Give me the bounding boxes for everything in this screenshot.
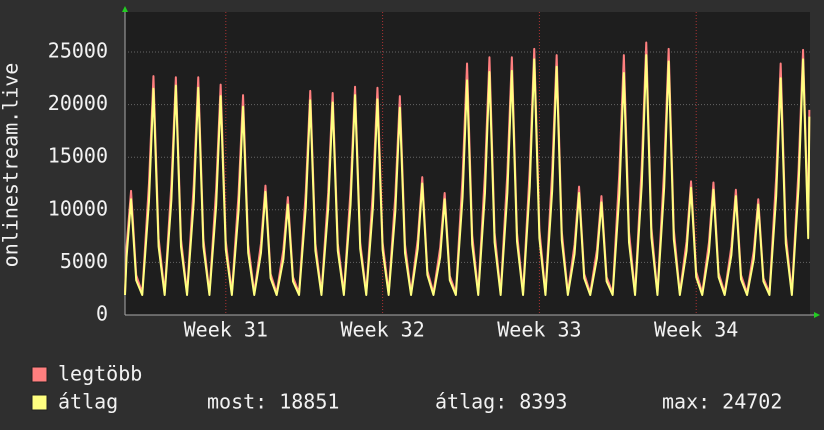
- x-tick-label: Week 34: [654, 318, 738, 342]
- y-tick-label: 10000: [48, 196, 108, 220]
- summary-value: 18851: [279, 390, 339, 414]
- summary-label: max:: [662, 390, 710, 414]
- legend-label: átlag: [58, 390, 118, 414]
- legend-swatch: [31, 394, 48, 411]
- series-line: [124, 54, 811, 297]
- summary-value: 8393: [519, 390, 567, 414]
- y-axis-label: onlinestream.live: [0, 63, 23, 268]
- y-tick-label: 0: [96, 302, 108, 326]
- legend-swatch: [31, 366, 48, 383]
- y-tick-label: 5000: [60, 249, 108, 273]
- y-tick-label: 25000: [48, 38, 108, 62]
- summary-label: most:: [207, 390, 267, 414]
- x-tick-label: Week 31: [184, 318, 268, 342]
- x-tick-label: Week 33: [497, 318, 581, 342]
- axis-arrow: [122, 6, 128, 12]
- x-tick-label: Week 32: [340, 318, 424, 342]
- y-tick-label: 15000: [48, 144, 108, 168]
- y-tick-label: 20000: [48, 91, 108, 115]
- summary-label: átlag:: [435, 390, 507, 414]
- summary-value: 24702: [722, 390, 782, 414]
- axis-arrow: [814, 312, 820, 318]
- legend-label: legtöbb: [58, 362, 142, 386]
